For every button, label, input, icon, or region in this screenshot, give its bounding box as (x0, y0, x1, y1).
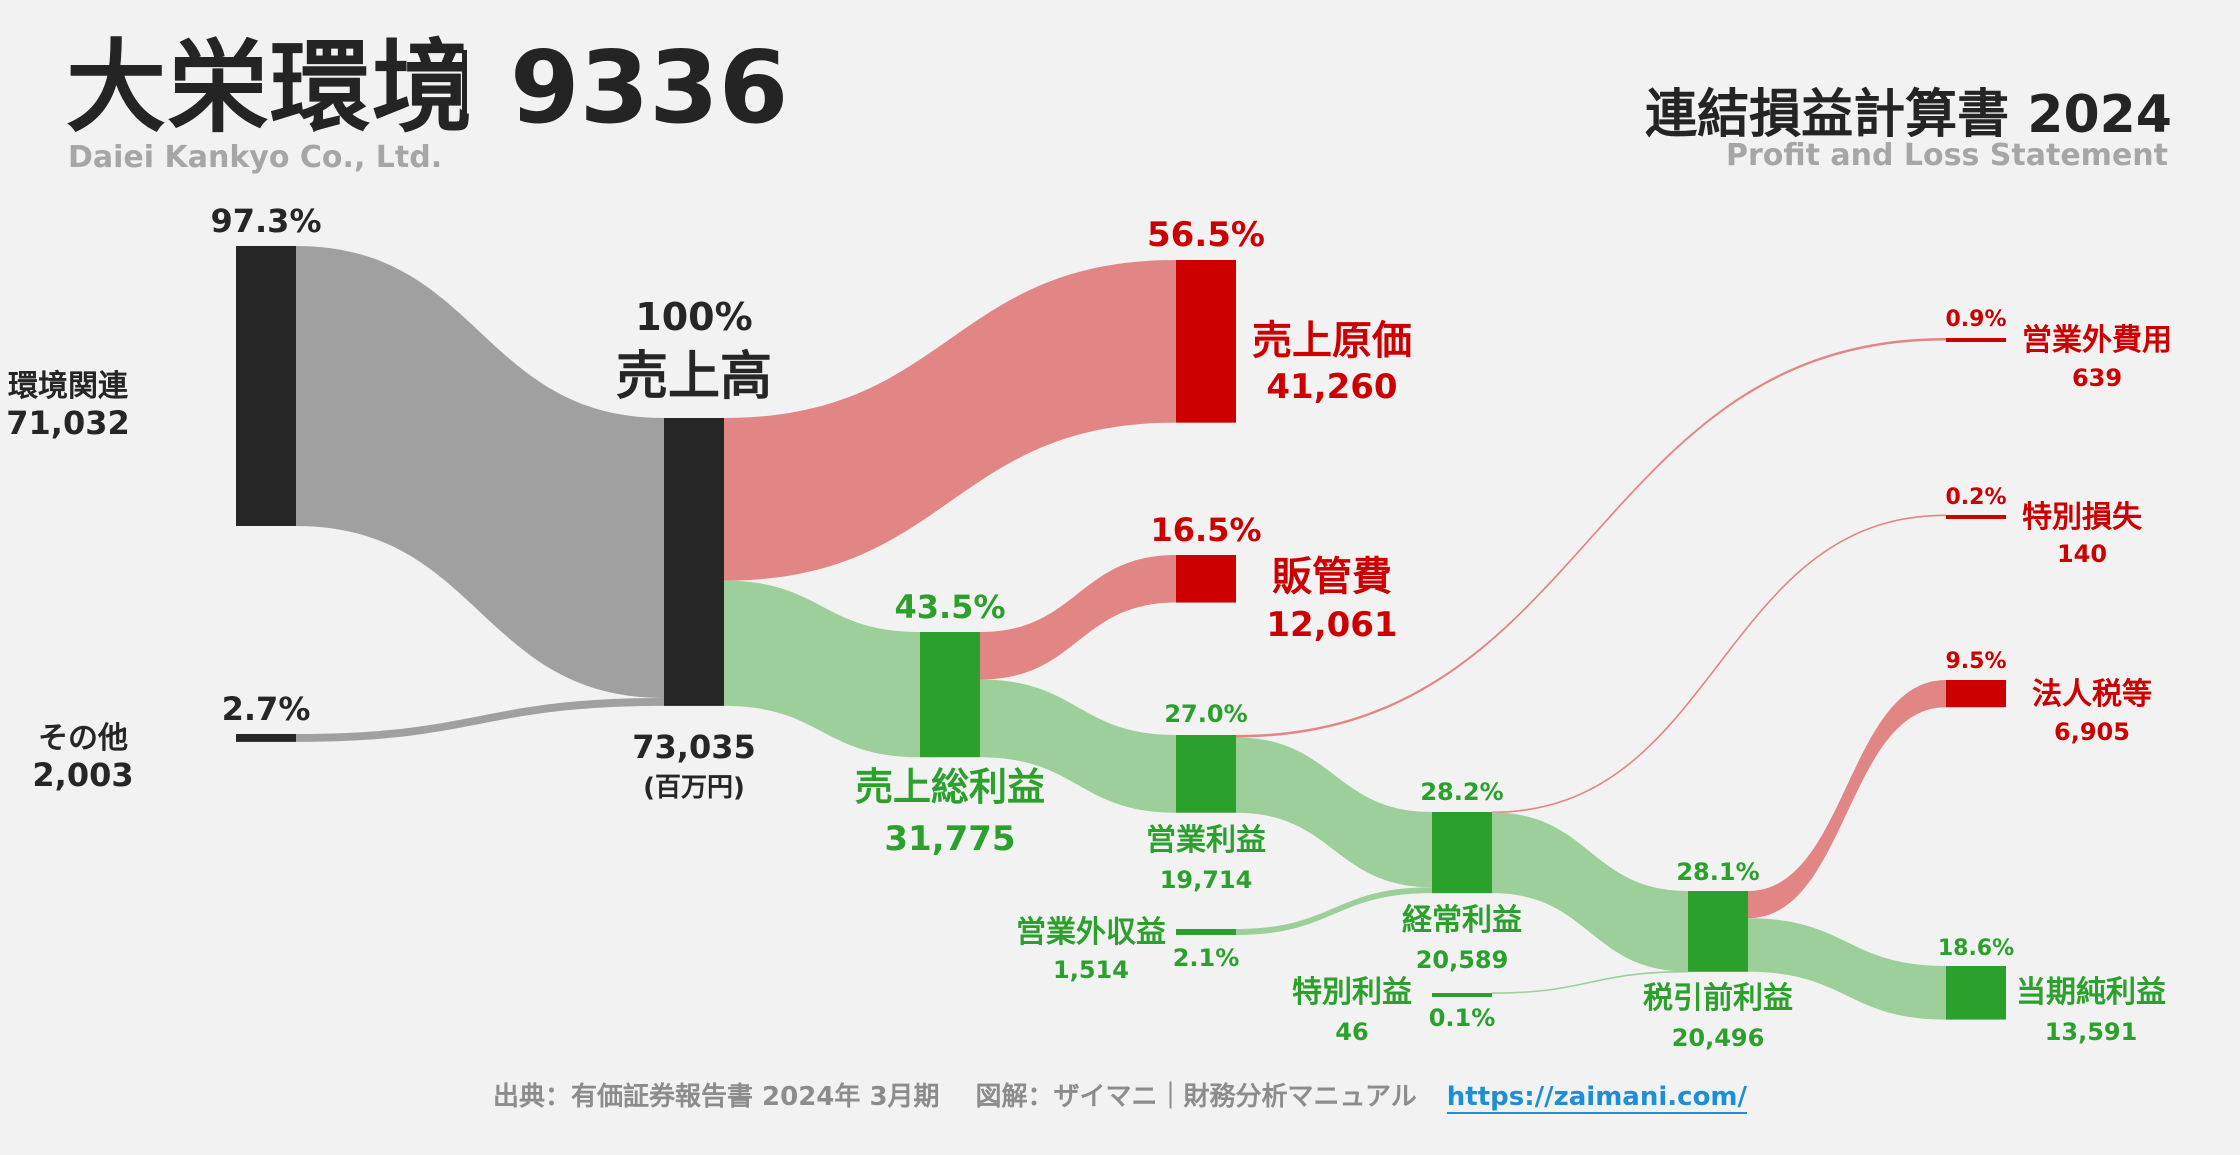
name-label-cogs: 売上原価 (1252, 318, 1412, 364)
node-pretax (1688, 891, 1748, 972)
report-title: 連結損益計算書 2024 (1645, 85, 2172, 145)
name-label-gross: 売上総利益 (855, 765, 1045, 809)
company-name: 大栄環境 (66, 29, 474, 146)
value-label-net: 13,591 (2045, 1018, 2138, 1046)
pct-label-cogs: 56.5% (1147, 215, 1265, 255)
value-label-tax: 6,905 (2054, 718, 2130, 746)
name-label-sga: 販管費 (1272, 554, 1392, 600)
node-seg_env (236, 246, 296, 526)
flow-ordinary-to-special_loss (1491, 514, 1947, 814)
pct-label-seg_env: 97.3% (210, 202, 321, 240)
pct-label-special_loss: 0.2% (1945, 485, 2006, 510)
flow-special_gain-to-pretax (1491, 970, 1689, 994)
name-label-seg_other: その他 (38, 721, 128, 756)
pct-label-nonop_income: 2.1% (1173, 944, 1240, 972)
node-cogs (1176, 260, 1236, 423)
sankey-flows (296, 246, 1947, 1020)
report-subtitle: Profit and Loss Statement (1725, 138, 2168, 173)
pct-label-nonop_expense: 0.9% (1945, 307, 2006, 332)
name-label-nonop_expense: 営業外費用 (2022, 323, 2172, 358)
name-label-net: 当期純利益 (2016, 975, 2166, 1010)
pct-label-sga: 16.5% (1150, 511, 1261, 549)
value-label-pretax: 20,496 (1672, 1024, 1765, 1052)
name-label-special_gain: 特別利益 (1292, 975, 1412, 1010)
title-separator (462, 50, 467, 126)
value-label-nonop_expense: 639 (2072, 364, 2122, 392)
value-label-special_gain: 46 (1335, 1018, 1368, 1046)
pct-label-operating: 27.0% (1164, 700, 1247, 728)
name-label-pretax: 税引前利益 (1643, 981, 1793, 1016)
node-gross (920, 632, 980, 758)
footer-source: 出典：有価証券報告書 2024年 3月期 (492, 1082, 940, 1112)
flow-pretax-to-tax (1748, 680, 1946, 919)
value-label-special_loss: 140 (2057, 540, 2107, 568)
flow-operating-to-nonop_expense (1236, 338, 1946, 738)
unit-label: (百万円) (643, 773, 745, 803)
name-label-operating: 営業利益 (1146, 823, 1266, 858)
flow-gross-to-sga (980, 555, 1176, 680)
value-label-ordinary: 20,589 (1416, 946, 1509, 974)
node-ordinary (1432, 812, 1492, 894)
name-label-nonop_income: 営業外収益 (1016, 915, 1166, 950)
company-name-english: Daiei Kankyo Co., Ltd. (68, 140, 443, 175)
flow-pretax-to-net (1748, 918, 1946, 1020)
node-operating (1176, 735, 1236, 813)
pct-label-pretax: 28.1% (1676, 858, 1759, 886)
node-sga (1176, 555, 1236, 603)
sankey-nodes (236, 246, 2006, 1020)
flow-ordinary-to-pretax (1492, 812, 1688, 972)
value-label-seg_other: 2,003 (32, 756, 133, 794)
pct-label-revenue: 100% (635, 295, 752, 339)
name-label-revenue: 売上高 (616, 347, 772, 407)
footer: 出典：有価証券報告書 2024年 3月期 図解：ザイマニ｜財務分析マニュアル htt… (0, 1076, 2240, 1114)
flow-seg_other-to-revenue (296, 698, 664, 742)
node-nonop_expense (1946, 338, 2006, 342)
pct-label-special_gain: 0.1% (1429, 1004, 1496, 1032)
flow-gross-to-operating (980, 679, 1176, 813)
name-label-special_loss: 特別損失 (2022, 500, 2143, 535)
value-label-cogs: 41,260 (1266, 367, 1397, 407)
flow-nonop_income-to-ordinary (1236, 887, 1432, 935)
node-special_gain (1432, 993, 1492, 997)
value-label-sga: 12,061 (1266, 605, 1397, 645)
name-label-ordinary: 経常利益 (1402, 903, 1522, 938)
pct-label-ordinary: 28.2% (1420, 778, 1503, 806)
pct-label-net: 18.6% (1938, 936, 2014, 961)
node-revenue (664, 418, 724, 706)
node-special_loss (1946, 515, 2006, 519)
footer-link[interactable]: https://zaimani.com/ (1446, 1082, 1748, 1114)
pct-label-seg_other: 2.7% (222, 690, 311, 728)
node-tax (1946, 680, 2006, 708)
pct-label-tax: 9.5% (1945, 649, 2006, 674)
flow-seg_env-to-revenue (296, 246, 664, 698)
pct-label-gross: 43.5% (894, 588, 1005, 626)
value-label-gross: 31,775 (884, 819, 1015, 859)
flow-operating-to-ordinary (1236, 737, 1432, 888)
name-label-seg_env: 環境関連 (8, 369, 129, 404)
node-net (1946, 966, 2006, 1020)
value-label-nonop_income: 1,514 (1053, 956, 1129, 984)
value-label-seg_env: 71,032 (6, 404, 129, 442)
node-seg_other (236, 734, 296, 742)
node-nonop_income (1176, 929, 1236, 935)
footer-credit: 図解：ザイマニ｜財務分析マニュアル (975, 1082, 1417, 1112)
value-label-operating: 19,714 (1160, 866, 1253, 894)
ticker-code: 9336 (510, 29, 789, 146)
value-label-revenue: 73,035 (632, 728, 755, 766)
name-label-tax: 法人税等 (2032, 677, 2152, 712)
flow-revenue-to-cogs (724, 260, 1176, 581)
flow-revenue-to-gross (724, 580, 920, 758)
